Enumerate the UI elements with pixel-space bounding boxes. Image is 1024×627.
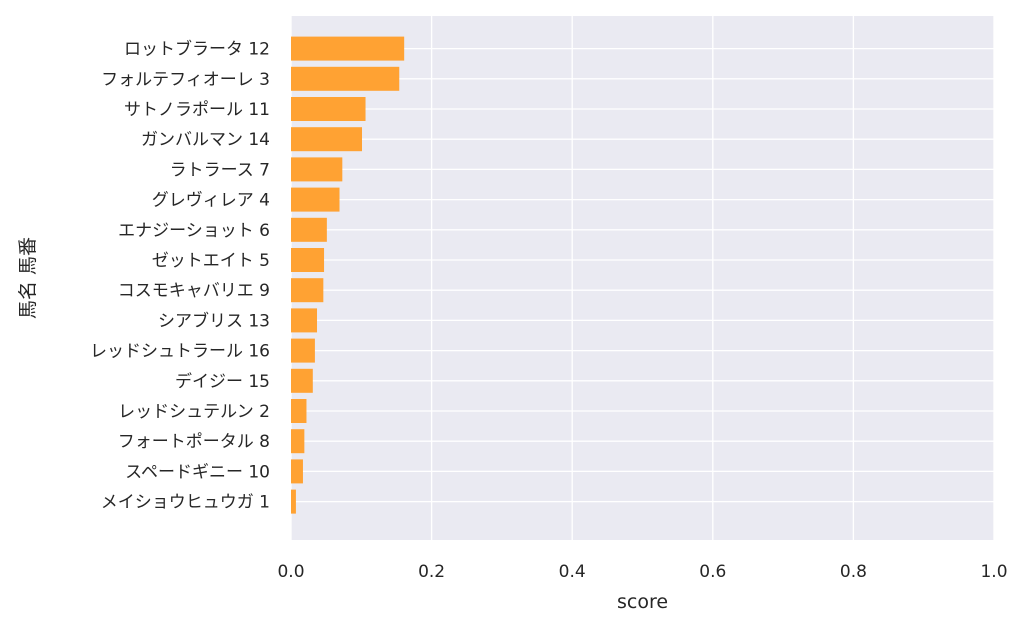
- y-tick-label: エナジーショット 6: [118, 221, 270, 241]
- bar: [291, 248, 325, 272]
- y-axis-title: 馬名 馬番: [17, 237, 39, 319]
- y-tick-label: サトノラポール 11: [124, 100, 270, 120]
- y-tick-label: ラトラース 7: [170, 160, 270, 180]
- x-tick-label: 0.0: [277, 562, 304, 582]
- y-tick-label: シアブリス 13: [158, 310, 270, 331]
- y-tick-label: ロットブラータ 12: [124, 39, 270, 60]
- x-axis-title: score: [617, 591, 668, 613]
- bar: [291, 36, 405, 61]
- grid: [290, 16, 995, 540]
- y-tick-label: コスモキャバリエ 9: [118, 281, 270, 301]
- bar: [291, 368, 313, 393]
- bar: [291, 66, 400, 91]
- y-tick-label: フォルテフィオーレ 3: [101, 70, 270, 90]
- y-tick-label: ゼットエイト 5: [152, 251, 270, 271]
- bar: [291, 278, 324, 303]
- x-tick-label: 1.0: [980, 562, 1007, 582]
- y-tick-label: レッドシュトラール 16: [90, 342, 270, 362]
- y-tick-label: デイジー 15: [175, 371, 270, 392]
- bar: [291, 308, 318, 333]
- bar: [291, 157, 343, 182]
- x-tick-label: 0.8: [840, 562, 867, 582]
- bar: [291, 97, 366, 121]
- bar: [291, 459, 303, 484]
- bar: [291, 338, 315, 363]
- y-tick-label: ガンバルマン 14: [141, 130, 270, 150]
- y-tick-label: スペードギニー 10: [125, 462, 270, 482]
- bar: [291, 399, 307, 423]
- y-tick-label: メイショウヒュウガ 1: [101, 493, 270, 513]
- plot-background: [291, 16, 994, 540]
- bar: [291, 429, 305, 454]
- y-tick-label: レッドシュテルン 2: [118, 402, 270, 422]
- x-tick-label: 0.4: [559, 562, 586, 582]
- x-tick-labels: 0.0 0.2 0.4 0.6 0.8 1.0: [277, 562, 1007, 582]
- x-tick-label: 0.2: [418, 562, 445, 582]
- bar: [291, 127, 363, 152]
- y-tick-label: グレヴィレア 4: [152, 191, 270, 211]
- x-tick-label: 0.6: [699, 562, 726, 582]
- bar: [291, 217, 327, 242]
- bars: [291, 36, 405, 514]
- y-tick-labels: ロットブラータ 12 フォルテフィオーレ 3 サトノラポール 11 ガンバルマン 14…: [90, 39, 270, 513]
- bar: [291, 489, 296, 514]
- y-tick-label: フォートポータル 8: [118, 432, 270, 452]
- bar: [291, 187, 340, 212]
